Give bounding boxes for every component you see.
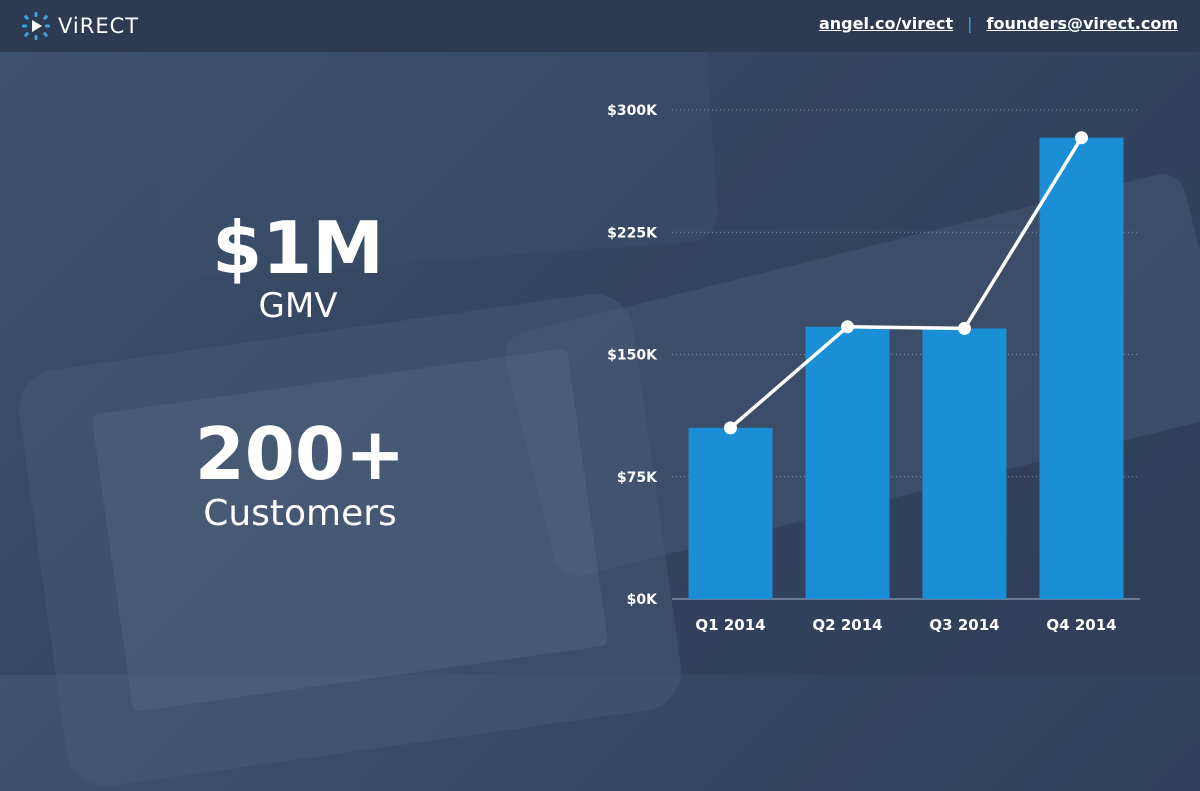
y-tick-label: $75K <box>617 470 658 486</box>
y-tick-label: $300K <box>607 103 658 119</box>
brand-name: ViRECT <box>58 14 140 38</box>
header-bar: ViRECT angel.co/virect | founders@virect… <box>0 0 1200 52</box>
email-link[interactable]: founders@virect.com <box>986 14 1178 33</box>
x-tick-label: Q4 2014 <box>1046 616 1116 634</box>
x-tick-label: Q1 2014 <box>695 616 765 634</box>
gmv-value: $1M <box>212 206 384 290</box>
x-tick-label: Q2 2014 <box>812 616 882 634</box>
bar <box>688 427 773 599</box>
y-tick-label: $150K <box>607 348 658 364</box>
bar <box>922 328 1007 599</box>
brand-logo[interactable]: ViRECT <box>20 11 139 41</box>
bar <box>805 326 890 599</box>
angel-link[interactable]: angel.co/virect <box>818 14 954 33</box>
line-point <box>841 320 854 334</box>
customers-stat: 200+ Customers <box>140 418 460 534</box>
gmv-stat: $1M GMV <box>138 212 458 325</box>
y-tick-label: $0K <box>627 592 658 608</box>
line-point <box>724 421 737 435</box>
line-point <box>1075 131 1088 145</box>
line-point <box>958 321 971 335</box>
x-tick-label: Q3 2014 <box>929 616 999 634</box>
contact-links: angel.co/virect | founders@virect.com <box>819 14 1178 33</box>
series-line <box>729 136 1083 430</box>
gmv-label: GMV <box>258 286 338 326</box>
customers-value: 200+ <box>194 412 406 496</box>
revenue-chart: $0K $75K $150K $225K $300K Q1 2014 Q2 2014 Q3 2… <box>607 103 1140 634</box>
y-tick-label: $225K <box>607 225 658 241</box>
bar <box>1039 137 1124 599</box>
link-separator: | <box>967 14 973 33</box>
customers-label: Customers <box>203 493 397 534</box>
logo-icon <box>22 12 50 40</box>
